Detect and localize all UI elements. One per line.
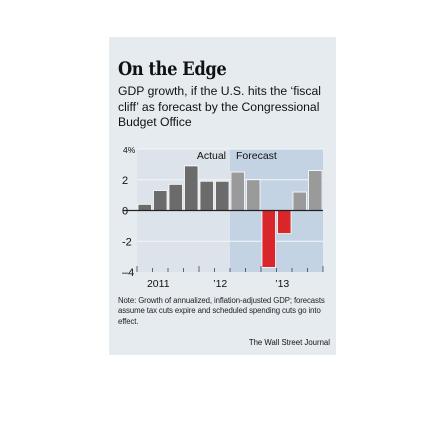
bar-q6 bbox=[215, 180, 230, 211]
y-tick-label: 2 bbox=[122, 175, 128, 187]
y-tick-label: -2 bbox=[122, 236, 132, 248]
bar-q12 bbox=[308, 170, 323, 211]
y-tick-label: 4% bbox=[123, 145, 136, 155]
region-label-actual: Actual bbox=[197, 150, 226, 162]
y-tick-label: –4 bbox=[122, 267, 134, 279]
source-credit: The Wall Street Journal bbox=[248, 338, 330, 347]
bar-q3 bbox=[168, 183, 183, 211]
chart-title: On the Edge bbox=[118, 58, 227, 80]
bar-q2 bbox=[153, 190, 168, 211]
bar-q10 bbox=[277, 210, 292, 234]
x-tick-label: 2011 bbox=[147, 278, 170, 290]
bar-q4 bbox=[184, 165, 199, 211]
chart-note: Note: Growth of annualized, inflation-ad… bbox=[118, 296, 325, 326]
x-tick-label: ’12 bbox=[213, 278, 227, 290]
bar-q7 bbox=[230, 171, 245, 211]
bar-q5 bbox=[199, 180, 214, 211]
bar-q9 bbox=[261, 210, 276, 268]
bar-q1 bbox=[137, 203, 152, 211]
x-tick-label: ’13 bbox=[275, 278, 289, 290]
bar-q8 bbox=[246, 179, 261, 211]
chart-subtitle: GDP growth, if the U.S. hits the ‘fiscal… bbox=[118, 84, 321, 129]
bar-q11 bbox=[292, 191, 307, 211]
region-label-forecast: Forecast bbox=[236, 150, 277, 162]
y-tick-label: 0 bbox=[122, 206, 128, 218]
